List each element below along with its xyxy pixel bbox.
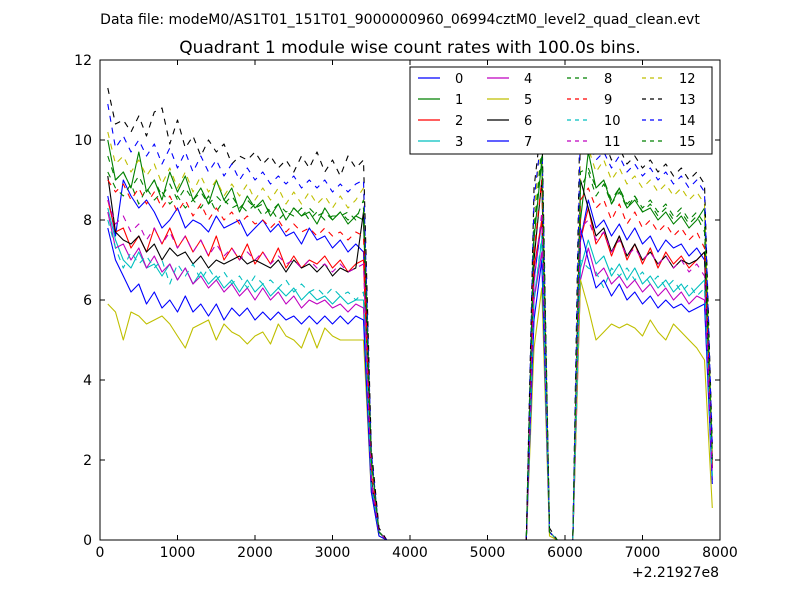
legend-label-0: 0 [455, 72, 463, 87]
series-line-5 [107, 279, 713, 540]
x-tick-label: 2000 [237, 545, 273, 561]
legend-label-15: 15 [679, 135, 696, 150]
axis-layer: 0 1000 2000 3000 4000 5000 6000 7000 80000246810… [74, 53, 738, 561]
legend-label-8: 8 [604, 72, 612, 87]
y-tick-label: 12 [74, 53, 92, 69]
x-tick-label: 1000 [160, 545, 196, 561]
chart-title: Quadrant 1 module wise count rates with … [179, 38, 640, 58]
series-line-4 [107, 211, 713, 540]
y-tick-label: 6 [83, 293, 92, 309]
y-tick-label: 10 [74, 133, 92, 149]
x-tick-label: 7000 [625, 545, 661, 561]
legend-label-1: 1 [455, 93, 463, 108]
legend-label-7: 7 [524, 135, 532, 150]
y-tick-label: 2 [83, 453, 92, 469]
x-tick-label: 3000 [315, 545, 351, 561]
x-offset-label: +2.21927e8 [632, 565, 719, 581]
series-line-7 [107, 227, 713, 540]
series-line-14 [107, 103, 713, 540]
legend-box [409, 66, 713, 155]
series-line-12 [107, 131, 713, 540]
figure-suptitle: Data file: modeM0/AS1T01_151T01_90000009… [100, 12, 700, 28]
legend-label-12: 12 [679, 72, 696, 87]
legend-label-9: 9 [604, 93, 612, 108]
series-line-10 [107, 219, 713, 540]
legend-label-2: 2 [455, 114, 463, 129]
series-line-2 [107, 199, 713, 540]
legend-label-4: 4 [524, 72, 532, 87]
x-tick-label: 8000 [702, 545, 738, 561]
x-tick-label: 0 [96, 545, 105, 561]
series-line-3 [107, 207, 713, 540]
legend-label-6: 6 [524, 114, 532, 129]
x-tick-label: 5000 [470, 545, 506, 561]
series-line-8 [107, 155, 713, 540]
series-line-11 [107, 199, 713, 540]
legend-label-10: 10 [604, 114, 621, 129]
legend-label-11: 11 [604, 135, 621, 150]
legend-label-14: 14 [679, 114, 696, 129]
legend-label-5: 5 [524, 93, 532, 108]
series-line-15 [107, 147, 713, 540]
x-tick-label: 6000 [547, 545, 583, 561]
y-tick-label: 4 [83, 373, 92, 389]
legend-label-3: 3 [455, 135, 463, 150]
y-tick-label: 8 [83, 213, 92, 229]
x-tick-label: 4000 [392, 545, 428, 561]
series-line-0 [107, 179, 713, 540]
series-line-13 [107, 83, 713, 540]
legend-label-13: 13 [679, 93, 696, 108]
y-tick-label: 0 [83, 533, 92, 549]
series-layer [107, 83, 713, 540]
